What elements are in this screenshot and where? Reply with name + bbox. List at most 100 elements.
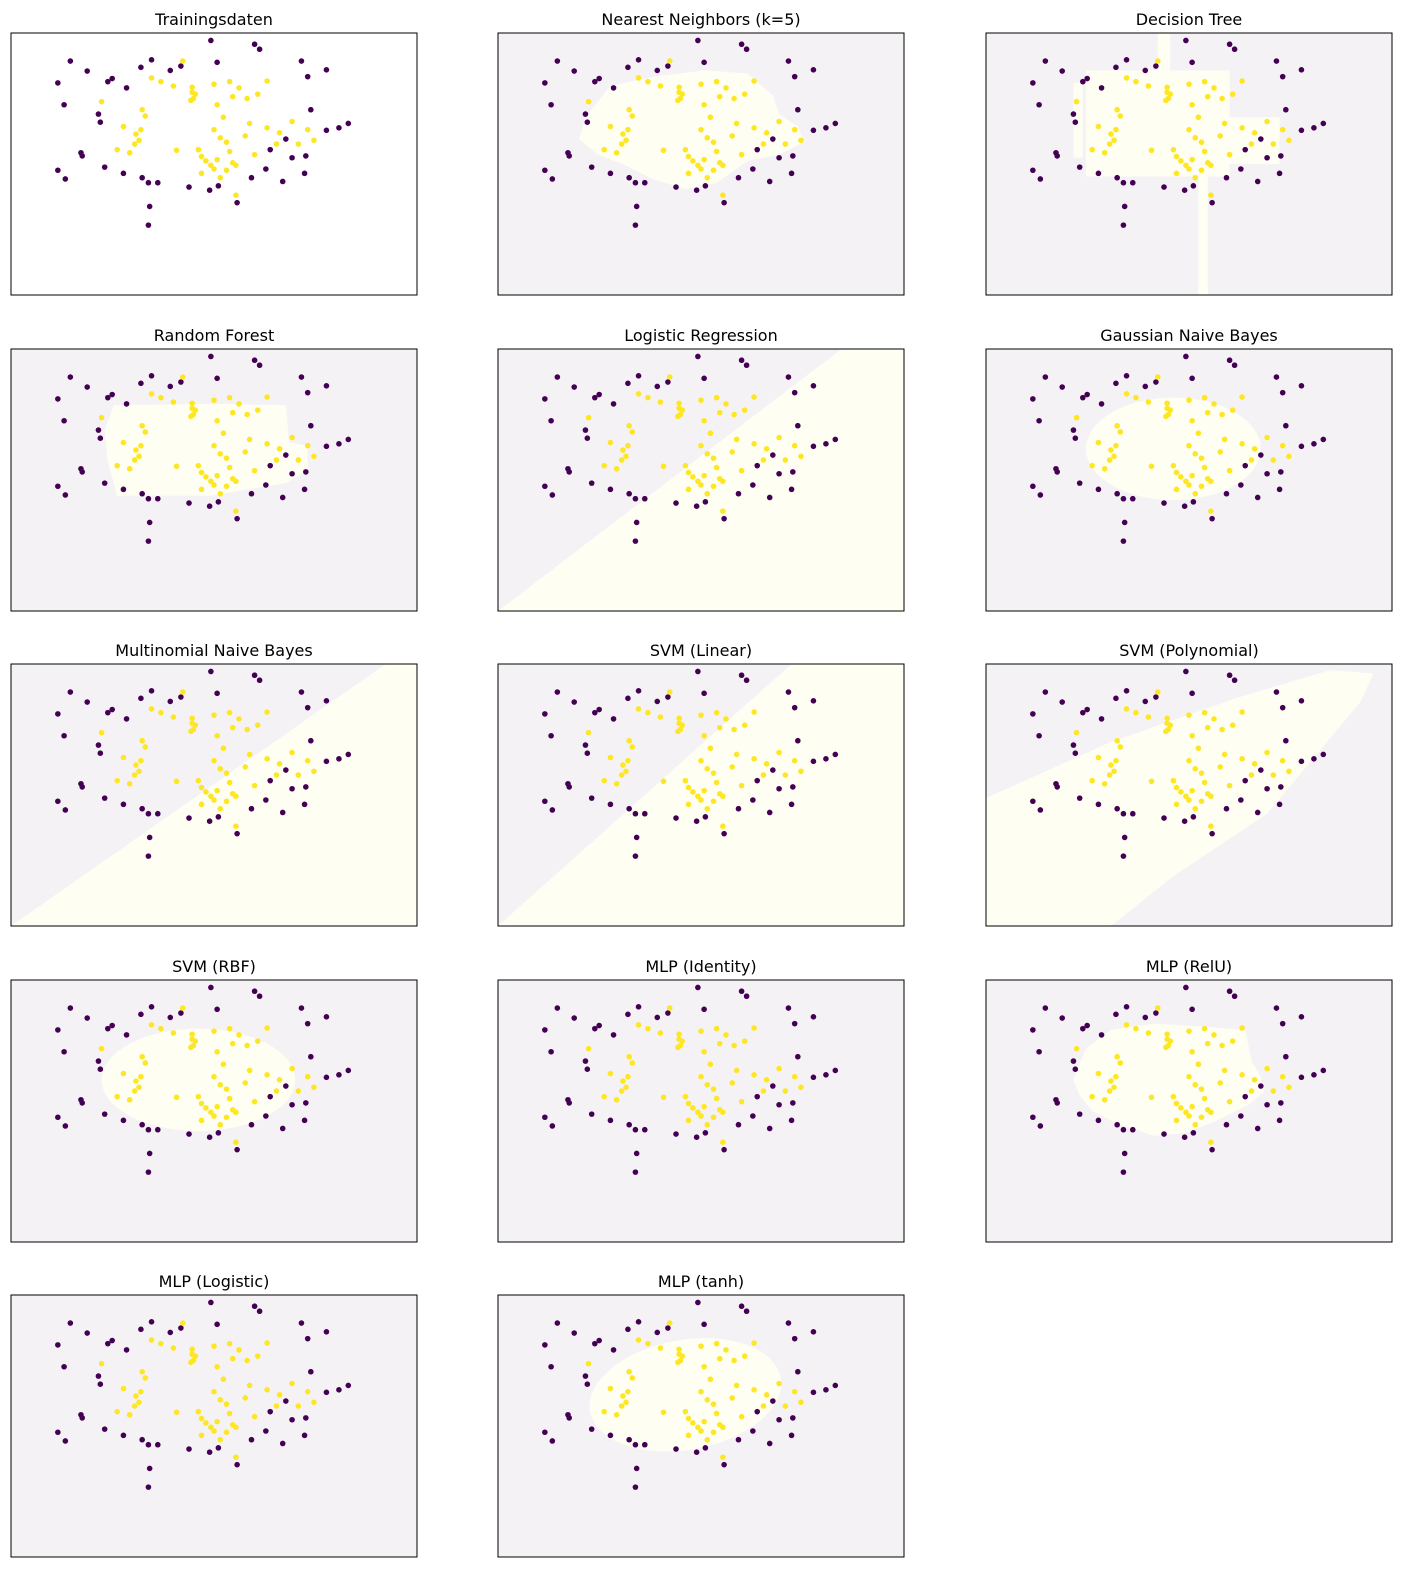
data-point-class0 (1030, 1114, 1036, 1121)
data-point-class1 (713, 148, 720, 155)
data-point-class0 (1076, 1111, 1083, 1117)
data-point-class0 (208, 37, 214, 44)
data-point-class0 (810, 67, 817, 73)
data-point-class0 (790, 1100, 796, 1106)
data-point-class1 (276, 761, 283, 767)
data-point-class1 (214, 787, 220, 794)
data-point-class0 (1276, 486, 1283, 493)
data-point-class1 (198, 1100, 205, 1107)
data-point-class1 (1178, 158, 1184, 164)
data-point-class1 (264, 709, 270, 715)
data-point-class1 (1186, 712, 1192, 718)
data-point-class1 (720, 1139, 726, 1145)
data-point-class1 (710, 1086, 717, 1092)
data-point-class1 (226, 709, 233, 716)
data-point-class0 (178, 1010, 184, 1016)
data-point-class0 (1076, 164, 1083, 170)
data-point-class0 (145, 1169, 152, 1175)
data-point-class0 (1070, 427, 1077, 433)
data-point-class1 (751, 709, 757, 715)
data-point-class1 (208, 793, 214, 800)
data-point-class0 (693, 187, 700, 193)
data-point-class0 (178, 1325, 184, 1331)
data-point-class0 (1298, 1074, 1305, 1081)
data-point-class0 (823, 125, 829, 131)
data-point-class1 (704, 1397, 711, 1403)
data-point-class1 (1279, 442, 1286, 449)
data-point-class0 (582, 427, 589, 433)
data-point-class0 (633, 834, 640, 841)
data-point-class1 (1148, 463, 1155, 470)
data-point-class1 (289, 749, 295, 756)
data-point-class1 (217, 135, 224, 141)
data-point-class0 (105, 709, 111, 716)
data-point-class0 (1283, 1053, 1289, 1060)
data-point-class1 (776, 118, 782, 125)
data-point-class1 (139, 106, 145, 113)
data-point-class0 (776, 1416, 782, 1423)
data-point-class0 (1042, 1005, 1049, 1011)
data-point-class0 (298, 374, 305, 380)
data-point-class0 (1059, 1015, 1066, 1021)
data-point-class1 (677, 411, 684, 418)
data-point-class1 (1251, 761, 1258, 767)
data-point-class0 (785, 58, 792, 64)
panel-11: MLP (RelU) (985, 955, 1393, 1243)
data-point-class0 (79, 1415, 86, 1421)
panel-10: MLP (Identity) (497, 955, 905, 1243)
data-point-class0 (702, 814, 709, 820)
data-point-class1 (1186, 442, 1192, 449)
data-point-class0 (592, 394, 598, 401)
data-point-class1 (1204, 93, 1211, 100)
data-point-class1 (1226, 151, 1233, 158)
plot-area (10, 1294, 418, 1558)
data-point-class1 (229, 409, 236, 416)
data-point-class0 (607, 1432, 614, 1439)
data-point-class1 (226, 1340, 233, 1347)
data-point-class0 (336, 1387, 342, 1393)
data-point-class0 (1042, 58, 1049, 64)
data-point-class1 (173, 778, 180, 785)
data-point-class1 (1248, 457, 1255, 463)
data-point-class1 (1170, 462, 1177, 469)
data-point-class1 (782, 1403, 789, 1409)
data-point-class1 (1201, 78, 1208, 85)
data-point-class1 (217, 490, 224, 497)
data-point-class0 (123, 1032, 130, 1038)
data-point-class1 (220, 430, 227, 437)
data-point-class0 (695, 984, 701, 991)
data-point-class1 (1106, 1088, 1113, 1094)
data-point-class0 (105, 1025, 111, 1032)
data-point-class0 (1209, 199, 1215, 206)
data-point-class1 (645, 394, 651, 401)
data-point-class0 (234, 1146, 240, 1153)
data-point-class0 (55, 1114, 61, 1121)
data-point-class1 (1113, 1073, 1119, 1080)
data-point-class0 (693, 818, 700, 824)
data-point-class0 (566, 1100, 573, 1106)
panel-1: Nearest Neighbors (k=5) (497, 8, 905, 296)
data-point-class0 (298, 689, 305, 695)
data-point-class0 (641, 179, 648, 186)
data-point-class0 (1036, 1048, 1042, 1055)
panel-title: Random Forest (153, 326, 275, 345)
data-point-class1 (1201, 1025, 1208, 1032)
data-point-class0 (584, 1381, 591, 1388)
data-point-class0 (1084, 75, 1090, 82)
data-point-class1 (223, 1086, 230, 1092)
data-point-class0 (1283, 422, 1289, 429)
decision-region-class0 (11, 33, 417, 295)
data-point-class1 (1195, 114, 1202, 121)
data-point-class0 (1114, 805, 1120, 812)
data-point-class1 (618, 1403, 625, 1409)
data-point-class0 (67, 1005, 74, 1011)
data-point-class1 (716, 409, 723, 416)
data-point-class0 (1181, 187, 1188, 193)
data-point-class0 (1114, 490, 1120, 497)
data-point-class1 (601, 1408, 607, 1415)
data-point-class1 (676, 1346, 682, 1353)
data-point-class1 (214, 1103, 220, 1110)
data-point-class0 (665, 63, 671, 69)
data-point-class1 (1217, 764, 1224, 770)
data-point-class1 (211, 797, 217, 803)
